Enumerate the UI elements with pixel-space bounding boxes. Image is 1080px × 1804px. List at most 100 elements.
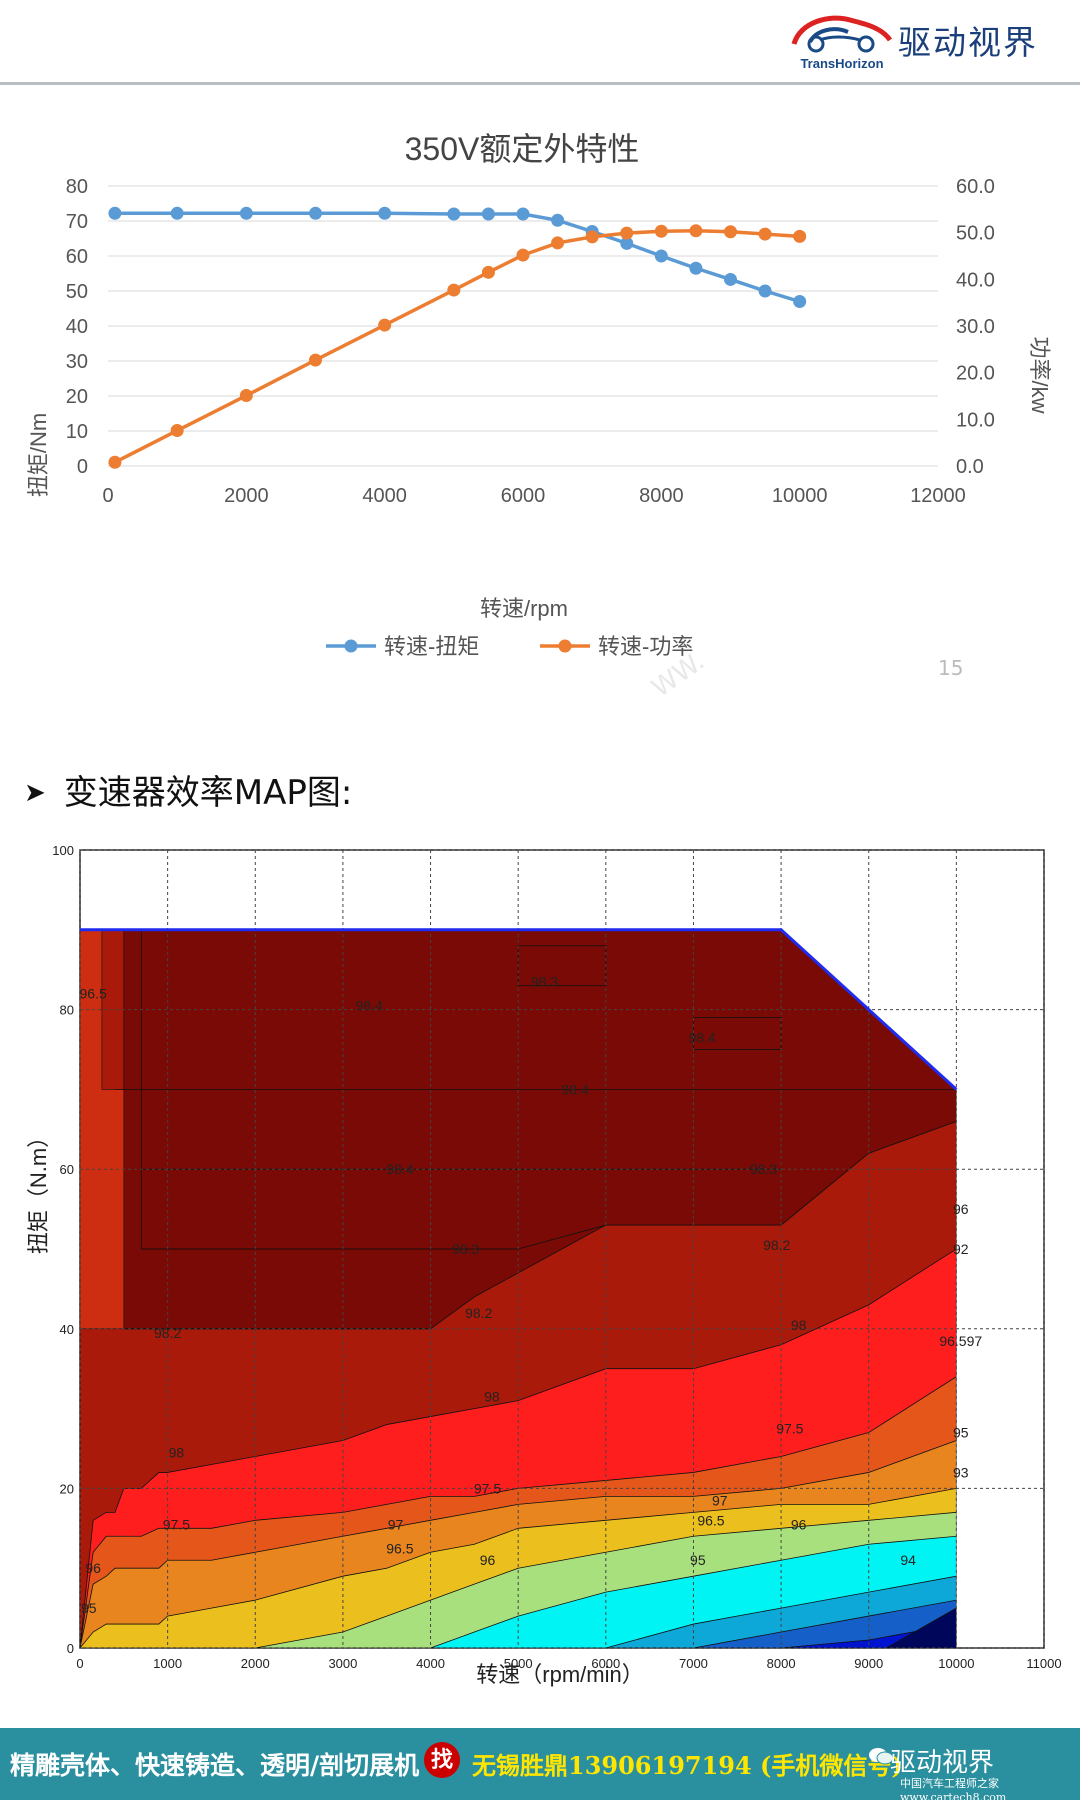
cropped-slide-number: 15 xyxy=(938,656,964,680)
y2-tick-label: 40.0 xyxy=(956,269,995,291)
brand-en: TransHorizon xyxy=(800,56,884,71)
contour-label: 93 xyxy=(953,1464,969,1480)
contour-label: 95 xyxy=(690,1552,706,1568)
x-tick-label: 6000 xyxy=(591,1656,620,1671)
contour-labels: 98.4 98.3 98.4 98.4 98.4 98.3 98.3 98.2 98.2 98.2… xyxy=(80,974,983,1616)
x-tick-label: 1000 xyxy=(153,1656,182,1671)
x-tick-label: 3000 xyxy=(328,1656,357,1671)
contour-label: 98.3 xyxy=(750,1161,777,1177)
contour-label: 98.4 xyxy=(386,1161,413,1177)
x-tick-label: 0 xyxy=(76,1656,83,1671)
data-point xyxy=(793,229,807,243)
x-tick-label: 5000 xyxy=(504,1656,533,1671)
legend-label: 转速-功率 xyxy=(598,634,693,659)
y-tick-label: 100 xyxy=(52,843,74,858)
legend-swatch-marker xyxy=(558,639,572,653)
data-point xyxy=(793,295,807,308)
x-tick-label: 9000 xyxy=(854,1656,883,1671)
data-point xyxy=(620,226,634,240)
contour-label: 96 xyxy=(953,1201,969,1217)
x-tick-label: 4000 xyxy=(362,485,407,507)
footer-brand: 驱动视界 xyxy=(890,1748,995,1778)
chart-series xyxy=(108,206,807,469)
data-point xyxy=(108,455,122,469)
x-tick-label: 12000 xyxy=(910,485,966,507)
transhorizon-logo[interactable]: TransHorizon 驱动视界 xyxy=(790,10,1070,78)
y2-tick-label: 20.0 xyxy=(956,363,995,385)
x-tick-label: 10000 xyxy=(772,485,828,507)
dashed-gridlines xyxy=(79,849,1045,1649)
x-tick-label: 2000 xyxy=(241,1656,270,1671)
data-point xyxy=(309,353,322,367)
envelope-line xyxy=(80,928,958,1091)
efficiency-map-chart: 98.4 98.3 98.4 98.4 98.4 98.3 98.3 98.2 98.2 98.2… xyxy=(26,843,1062,1687)
contour-label: 97.5 xyxy=(474,1480,501,1496)
contour-label: 97.5 xyxy=(163,1516,190,1532)
right-axis-ticks: 0.0 10.0 20.0 30.0 40.0 50.0 60.0 xyxy=(956,176,995,478)
contour-label: 98 xyxy=(169,1444,185,1460)
chart-legend: 转速-扭矩 转速-功率 xyxy=(326,634,693,659)
contour-label: 96.5 xyxy=(697,1512,724,1528)
map-y-ticks: 0 20 40 60 80 100 xyxy=(52,843,74,1656)
contour-label: 98.2 xyxy=(465,1305,492,1321)
ad-text-services: 精雕壳体、快速铸造、透明/剖切展机 xyxy=(10,1751,420,1780)
data-point xyxy=(585,230,599,244)
contour-label: 92 xyxy=(953,1241,969,1257)
x-tick-label: 8000 xyxy=(767,1656,796,1671)
y-tick-label: 60 xyxy=(66,246,88,268)
contour-label: 96.5 xyxy=(386,1540,413,1556)
y-tick-label: 10 xyxy=(66,421,88,443)
contour-label: 98.2 xyxy=(154,1325,181,1341)
x-tick-label: 10000 xyxy=(938,1656,974,1671)
data-point xyxy=(239,389,253,403)
contour-label: 94 xyxy=(900,1552,916,1568)
left-axis-ticks: 0 10 20 30 40 50 60 70 80 xyxy=(66,176,88,478)
y2-tick-label: 60.0 xyxy=(956,176,995,198)
y-tick-label: 30 xyxy=(66,351,88,373)
y-tick-label: 80 xyxy=(60,1003,74,1018)
y2-tick-label: 50.0 xyxy=(956,223,995,245)
contour-label: 98.3 xyxy=(531,974,558,990)
contour-label: 96 xyxy=(791,1516,807,1532)
y2-tick-label: 0.0 xyxy=(956,456,984,478)
y-tick-label: 20 xyxy=(60,1481,74,1496)
data-point xyxy=(516,248,530,262)
torque-envelope xyxy=(80,928,958,1091)
map-x-axis-label: 转速（rpm/min） xyxy=(476,1662,643,1687)
arrow-bullet-icon: ➤ xyxy=(24,778,46,808)
contour-label: 97.5 xyxy=(776,1421,803,1437)
x-axis-ticks: 0 2000 4000 6000 8000 10000 12000 xyxy=(102,485,965,507)
contour-label: 96.5 xyxy=(80,986,107,1002)
footer-ad-banner[interactable]: 精雕壳体、快速铸造、透明/剖切展机 找 无锡胜鼎13906197194 (手机微… xyxy=(0,1728,1080,1800)
contour-label: 96.597 xyxy=(939,1333,982,1349)
map-y-axis-label: 扭矩（N.m） xyxy=(26,1126,51,1254)
contour-label: 98.3 xyxy=(452,1241,479,1257)
x-axis-label: 转速/rpm xyxy=(480,596,568,621)
y-tick-label: 70 xyxy=(66,211,88,233)
contour-label: 98.2 xyxy=(763,1237,790,1253)
find-badge: 找 xyxy=(424,1742,460,1778)
data-point xyxy=(689,261,703,275)
data-point xyxy=(551,213,565,227)
contour-label: 97 xyxy=(712,1492,728,1508)
y-tick-label: 50 xyxy=(66,281,88,303)
y-axis-label: 扭矩/Nm xyxy=(26,413,51,497)
y-tick-label: 0 xyxy=(77,456,88,478)
data-point xyxy=(309,206,322,220)
section-heading: ➤ 变速器效率MAP图: xyxy=(24,765,352,814)
contour-label: 98.4 xyxy=(562,1081,589,1097)
legend-label: 转速-扭矩 xyxy=(384,634,479,659)
data-point xyxy=(378,318,392,332)
data-point xyxy=(447,207,461,221)
contour-label: 97 xyxy=(388,1516,404,1532)
data-point xyxy=(758,284,772,298)
data-point xyxy=(551,236,565,250)
page-header: TransHorizon 驱动视界 xyxy=(0,0,1080,85)
contour-label: 96 xyxy=(480,1552,496,1568)
external-characteristic-chart: 350V额定外特性 0 10 20 30 40 50 60 70 80 0.0 10.0 20.0 3… xyxy=(26,131,1052,659)
contour-label: 95 xyxy=(81,1600,97,1616)
data-point xyxy=(620,236,634,250)
series-line xyxy=(114,229,800,464)
brand-cn: 驱动视界 xyxy=(898,23,1038,62)
data-point xyxy=(724,272,737,286)
